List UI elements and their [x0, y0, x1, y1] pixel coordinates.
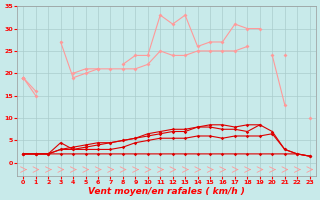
X-axis label: Vent moyen/en rafales ( km/h ): Vent moyen/en rafales ( km/h ) [88, 187, 245, 196]
